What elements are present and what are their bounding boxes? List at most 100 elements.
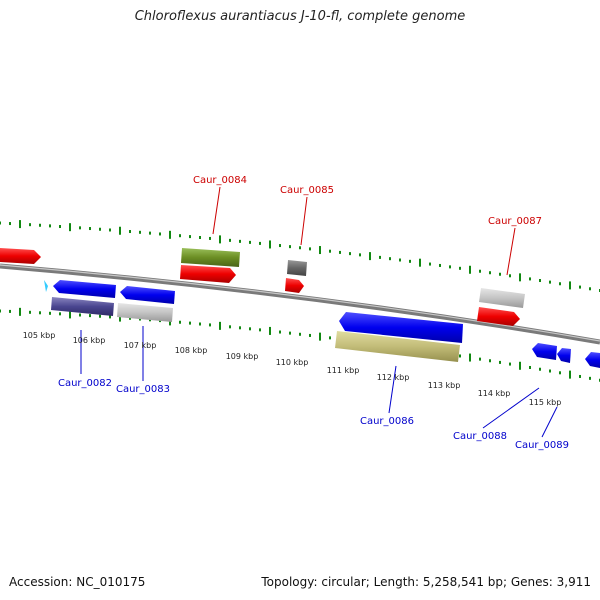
minor-tick <box>279 330 281 334</box>
minor-tick <box>559 371 561 375</box>
ruler-label: 105 kbp <box>23 331 56 340</box>
gene-label: Caur_0084 <box>193 175 247 186</box>
gene-arrow <box>53 280 116 298</box>
gene-label: Caur_0089 <box>515 440 569 451</box>
callout-line <box>388 365 397 414</box>
minor-tick <box>0 309 1 313</box>
gene-arrow <box>339 312 463 343</box>
major-tick <box>219 321 221 330</box>
minor-tick <box>189 321 191 325</box>
backbone-highlight <box>0 264 600 342</box>
major-tick <box>369 252 371 261</box>
minor-tick <box>449 265 451 269</box>
minor-tick <box>209 323 211 327</box>
minor-tick <box>249 240 251 244</box>
minor-tick <box>479 269 481 273</box>
major-tick <box>119 226 121 235</box>
gene-arrow <box>585 352 600 368</box>
minor-tick <box>329 336 331 340</box>
ruler-label: 113 kbp <box>428 381 461 390</box>
minor-tick <box>399 258 401 262</box>
minor-tick <box>329 249 331 253</box>
minor-tick <box>459 266 461 270</box>
minor-tick <box>529 365 531 369</box>
minor-tick <box>9 222 11 226</box>
minor-tick <box>239 239 241 243</box>
callout-line <box>541 406 558 438</box>
minor-tick <box>489 271 491 275</box>
major-tick <box>469 265 471 274</box>
gene-label: Caur_0087 <box>488 216 542 227</box>
gene-label: Caur_0086 <box>360 416 414 427</box>
minor-tick <box>39 311 41 315</box>
minor-tick <box>309 333 311 337</box>
minor-tick <box>509 362 511 366</box>
minor-tick <box>549 369 551 373</box>
backbone-line <box>0 263 600 345</box>
minor-tick <box>199 236 201 239</box>
minor-tick <box>589 287 591 291</box>
minor-tick <box>49 311 51 315</box>
major-tick <box>319 246 321 255</box>
minor-tick <box>349 252 351 256</box>
callout-line <box>300 196 308 246</box>
minor-tick <box>0 221 1 225</box>
callout-line <box>212 186 221 235</box>
minor-tick <box>509 274 511 278</box>
minor-tick <box>79 226 81 230</box>
minor-tick <box>359 253 361 257</box>
major-tick <box>269 326 271 335</box>
gene-arrow <box>180 265 236 283</box>
gene-label: Caur_0083 <box>116 384 170 395</box>
major-tick <box>419 258 421 267</box>
major-tick <box>519 273 521 282</box>
minor-tick <box>59 312 61 316</box>
major-tick <box>19 307 21 316</box>
minor-tick <box>299 332 301 336</box>
minor-tick <box>579 285 581 289</box>
minor-tick <box>149 231 151 235</box>
minor-tick <box>179 234 181 238</box>
minor-tick <box>59 225 61 229</box>
minor-tick <box>199 322 201 326</box>
minor-tick <box>99 314 101 318</box>
minor-tick <box>209 236 211 240</box>
gene-arrow <box>335 331 460 362</box>
major-tick <box>169 230 171 239</box>
minor-tick <box>249 327 251 331</box>
minor-tick <box>439 263 441 267</box>
gene-arrow <box>44 280 48 292</box>
minor-tick <box>239 326 241 330</box>
minor-tick <box>259 241 261 245</box>
gene-arrow <box>477 307 520 326</box>
minor-tick <box>89 227 91 231</box>
minor-tick <box>379 255 381 259</box>
minor-tick <box>539 367 541 371</box>
minor-tick <box>79 313 81 317</box>
gene-arrow <box>287 260 307 276</box>
ruler-label: 107 kbp <box>124 341 157 350</box>
minor-tick <box>529 277 531 281</box>
gene-arrow <box>181 248 240 267</box>
major-tick <box>219 235 221 244</box>
minor-tick <box>499 360 501 364</box>
minor-tick <box>589 376 591 380</box>
major-tick <box>119 313 121 322</box>
minor-tick <box>559 282 561 286</box>
minor-tick <box>499 272 501 276</box>
minor-tick <box>289 331 291 335</box>
minor-tick <box>39 223 41 227</box>
minor-tick <box>29 223 31 227</box>
minor-tick <box>129 230 131 234</box>
minor-tick <box>489 359 491 363</box>
accession-text: Accession: NC_010175 <box>9 575 146 589</box>
minor-tick <box>289 245 291 249</box>
minor-tick <box>389 257 391 261</box>
ruler-label: 111 kbp <box>327 366 360 375</box>
major-tick <box>69 223 71 232</box>
gene-arrow <box>532 343 557 360</box>
minor-tick <box>229 325 231 329</box>
minor-tick <box>259 328 261 332</box>
genome-summary-text: Topology: circular; Length: 5,258,541 bp… <box>261 575 591 589</box>
major-tick <box>269 240 271 249</box>
